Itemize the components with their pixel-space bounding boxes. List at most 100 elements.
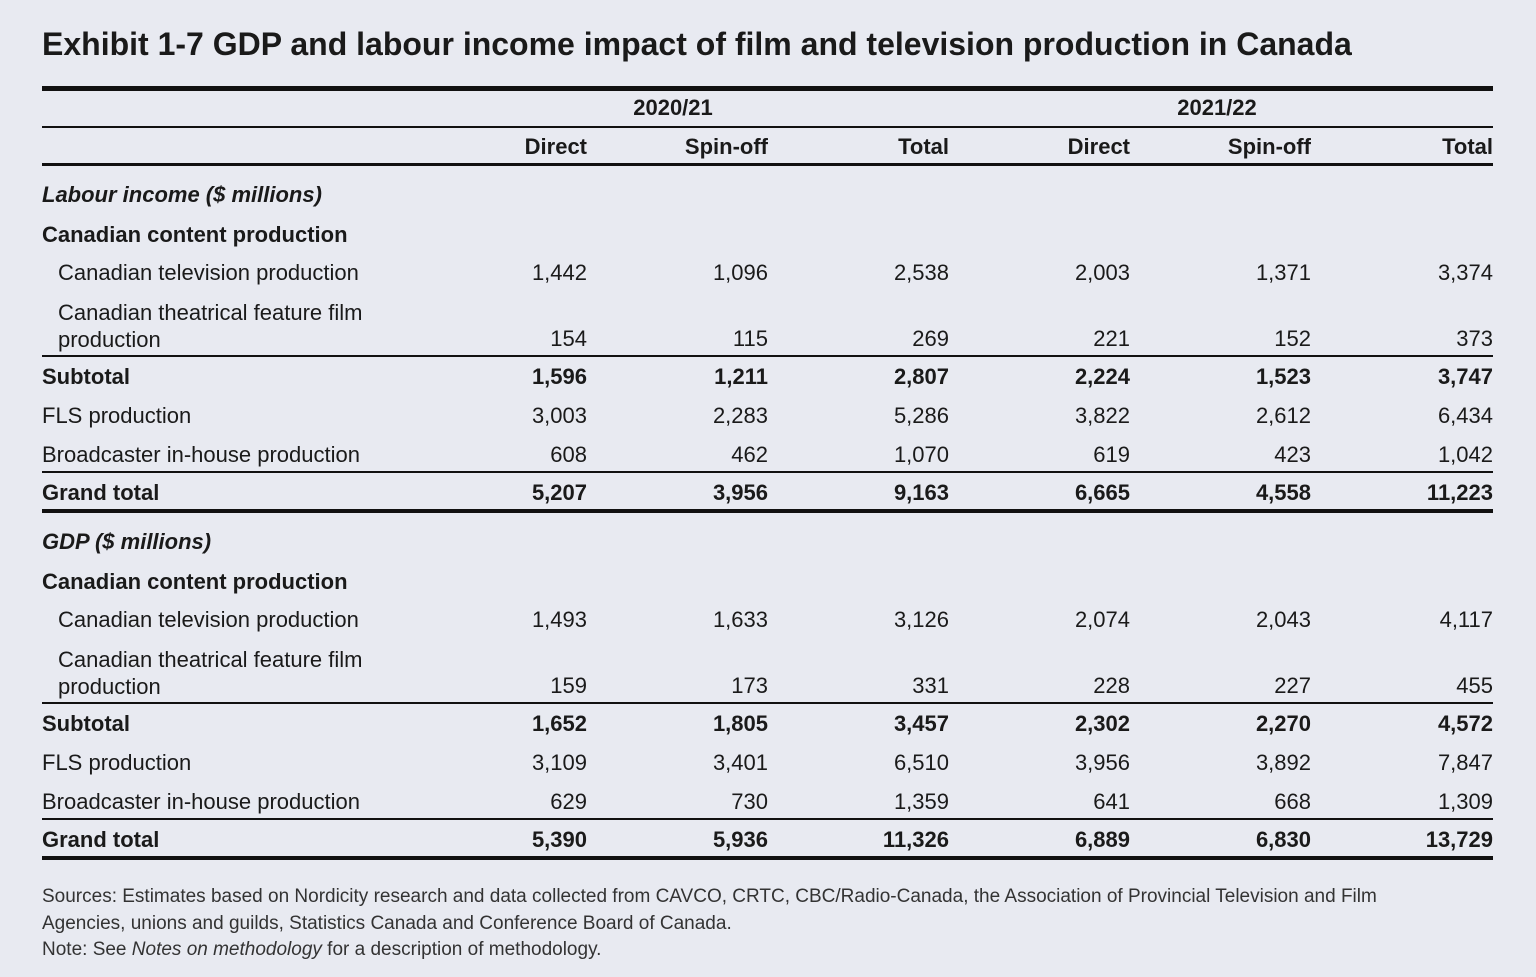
cell: 154 <box>550 326 587 351</box>
row-label: Canadian theatrical feature film product… <box>58 300 363 352</box>
rule <box>42 856 1493 860</box>
row-label: Canadian television production <box>58 260 359 285</box>
year-header: 2020/21 <box>633 95 713 120</box>
cell: 462 <box>731 442 768 467</box>
cell: 11,326 <box>882 827 949 852</box>
cell: 5,936 <box>712 827 768 852</box>
year-header: 2021/22 <box>1177 95 1257 120</box>
sources: Sources: Estimates based on Nordicity re… <box>42 886 1377 934</box>
cell: 2,302 <box>1074 711 1130 736</box>
cell: 6,665 <box>1074 480 1130 505</box>
column-header: Total <box>898 134 949 159</box>
cell: 4,117 <box>1439 607 1493 632</box>
cell: 3,956 <box>1074 750 1130 775</box>
cell: 2,283 <box>712 403 768 428</box>
cell: 6,434 <box>1437 403 1493 428</box>
cell: 3,822 <box>1074 403 1130 428</box>
cell: 641 <box>1093 789 1130 814</box>
row-label: FLS production <box>42 750 192 775</box>
column-header: Spin-off <box>1227 134 1311 159</box>
cell: 3,747 <box>1437 364 1493 389</box>
cell: 115 <box>732 326 768 351</box>
cell: 3,374 <box>1437 260 1493 285</box>
cell: 1,523 <box>1255 364 1311 389</box>
cell: 1,309 <box>1437 789 1493 814</box>
cell: 3,892 <box>1255 750 1311 775</box>
cell: 11,223 <box>1426 480 1493 505</box>
cell: 2,270 <box>1255 711 1311 736</box>
column-header: Total <box>1442 134 1493 159</box>
row-label: Broadcaster in-house production <box>42 789 360 814</box>
cell: 5,286 <box>893 403 949 428</box>
cell: 1,596 <box>531 364 587 389</box>
cell: 2,807 <box>893 364 949 389</box>
cell: 1,042 <box>1437 442 1493 467</box>
subheading: Canadian content production <box>42 569 348 594</box>
rule <box>42 509 1493 513</box>
section-heading: GDP ($ millions) <box>42 529 212 554</box>
cell: 228 <box>1093 673 1130 698</box>
row-label: Canadian television production <box>58 607 359 632</box>
cell: 7,847 <box>1437 750 1493 775</box>
cell: 6,889 <box>1074 827 1130 852</box>
cell: 455 <box>1456 673 1493 698</box>
cell: 3,003 <box>531 403 587 428</box>
row-label: Subtotal <box>42 364 130 389</box>
cell: 2,074 <box>1074 607 1130 632</box>
rule <box>42 702 1493 704</box>
cell: 2,612 <box>1255 403 1311 428</box>
cell: 1,359 <box>893 789 949 814</box>
note-link: Notes on methodology <box>131 939 322 960</box>
cell: 9,163 <box>893 480 949 505</box>
cell: 2,224 <box>1074 364 1130 389</box>
cell: 1,633 <box>712 607 768 632</box>
row-label: FLS production <box>42 403 192 428</box>
cell: 2,003 <box>1074 260 1130 285</box>
cell: 5,390 <box>531 827 587 852</box>
cell: 1,442 <box>531 260 587 285</box>
cell: 6,510 <box>893 750 949 775</box>
cell: 1,805 <box>712 711 768 736</box>
cell: 668 <box>1274 789 1311 814</box>
note-text: Note: See <box>42 939 132 960</box>
row-label: Subtotal <box>42 711 130 736</box>
row-label: Broadcaster in-house production <box>42 442 360 467</box>
cell: 629 <box>550 789 587 814</box>
rule <box>42 85 1493 91</box>
column-header: Direct <box>524 134 587 159</box>
cell: 1,070 <box>893 442 949 467</box>
cell: 3,457 <box>893 711 949 736</box>
cell: 5,207 <box>531 480 587 505</box>
cell: 2,538 <box>893 260 949 285</box>
rule <box>42 471 1493 473</box>
cell: 227 <box>1274 673 1311 698</box>
cell: 221 <box>1093 326 1130 351</box>
cell: 331 <box>912 673 949 698</box>
cell: 1,211 <box>714 364 768 389</box>
rule <box>42 126 1493 128</box>
cell: 619 <box>1093 442 1130 467</box>
cell: 173 <box>731 673 768 698</box>
cell: 4,572 <box>1437 711 1493 736</box>
subheading: Canadian content production <box>42 222 348 247</box>
cell: 269 <box>912 326 949 351</box>
cell: 423 <box>1274 442 1311 467</box>
cell: 1,652 <box>531 711 587 736</box>
cell: 1,096 <box>712 260 768 285</box>
section-heading: Labour income ($ millions) <box>42 182 322 207</box>
row-label: Grand total <box>42 827 160 852</box>
cell: 608 <box>550 442 587 467</box>
row-label: Grand total <box>42 480 160 505</box>
cell: 3,401 <box>712 750 768 775</box>
cell: 373 <box>1456 326 1493 351</box>
note-text: for a description of methodology. <box>321 939 602 960</box>
cell: 152 <box>1274 326 1311 351</box>
cell: 1,371 <box>1255 260 1311 285</box>
cell: 159 <box>550 673 587 698</box>
cell: 3,126 <box>893 607 949 632</box>
rule <box>42 162 1493 166</box>
cell: 730 <box>731 789 768 814</box>
cell: 3,109 <box>531 750 587 775</box>
cell: 6,830 <box>1255 827 1311 852</box>
